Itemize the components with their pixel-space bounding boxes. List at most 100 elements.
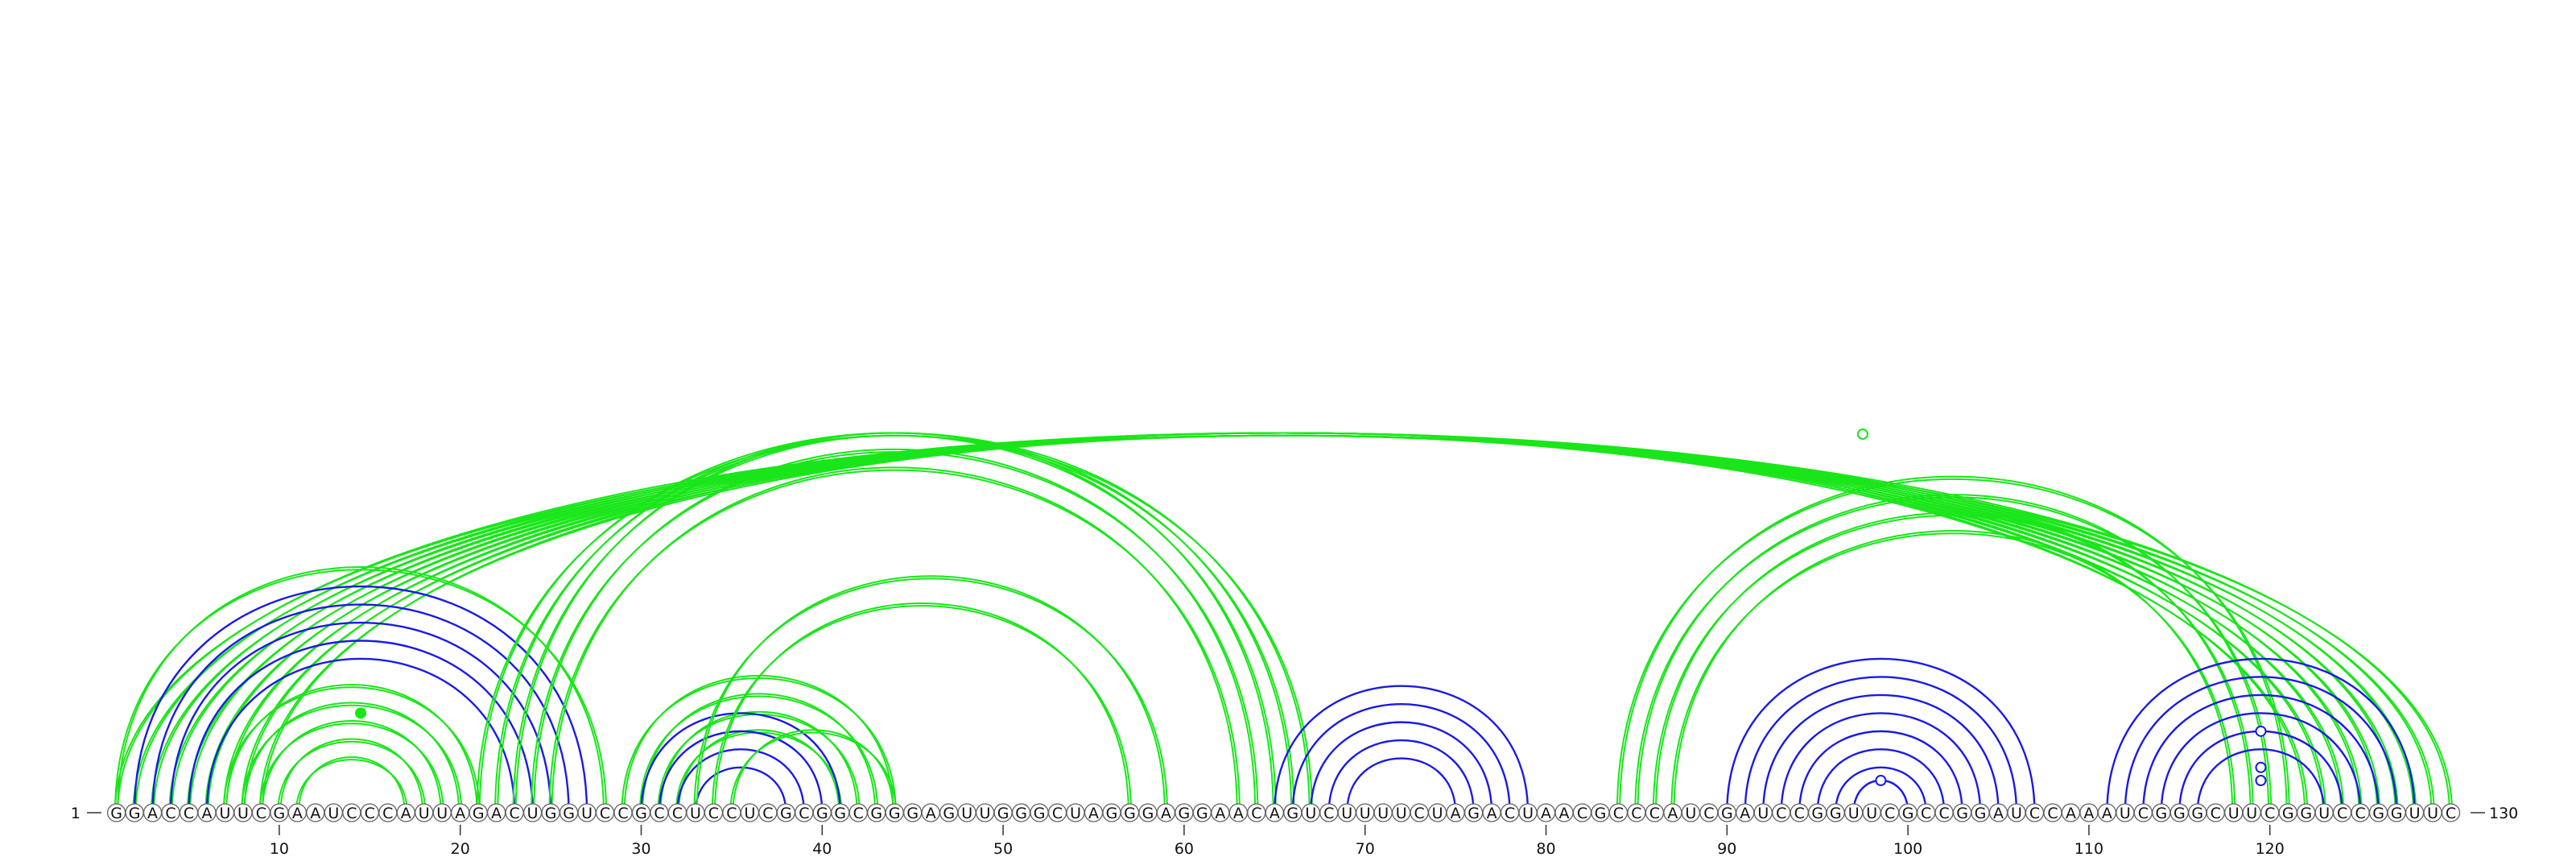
- nucleotide-letter: U: [1866, 805, 1877, 822]
- arc-green-1-28-b: [117, 565, 605, 814]
- nucleotide-letter: C: [1649, 805, 1660, 822]
- nucleotide: C: [2133, 803, 2153, 822]
- nucleotide-letter: C: [346, 805, 357, 822]
- tick-label: 90: [1717, 840, 1736, 857]
- nucleotide: U: [1681, 803, 1701, 822]
- nucleotide: U: [2007, 803, 2026, 822]
- nucleotide: C: [2332, 803, 2352, 822]
- nucleotide-letter: A: [1667, 805, 1678, 822]
- arc-green-11-17-b: [298, 756, 406, 814]
- nucleotide-letter: G: [1286, 805, 1298, 822]
- nucleotide: U: [1862, 803, 1881, 822]
- nucleotide: G: [831, 803, 850, 822]
- arc-green-7-21-b: [225, 684, 478, 814]
- nucleotide-letter: C: [256, 805, 266, 822]
- nucleotide-circle: [2441, 803, 2461, 822]
- nucleotide: A: [1211, 803, 1230, 822]
- nucleotide: U: [2314, 803, 2334, 822]
- nucleotide-letter: G: [1142, 805, 1154, 822]
- arc-blue-5-24: [188, 640, 534, 814]
- nucleotide-letter: C: [382, 805, 393, 822]
- nucleotide-letter: U: [2228, 805, 2240, 822]
- arc-green-35-44-a: [729, 731, 897, 814]
- nucleotide-letter: U: [1432, 805, 1443, 822]
- nucleotide-letter: G: [1956, 805, 1968, 822]
- nucleotide: C: [2260, 803, 2280, 822]
- arc-green-10-18-b: [279, 738, 424, 814]
- nucleotide-letter: U: [1305, 805, 1316, 822]
- nucleotide: G: [2387, 803, 2406, 822]
- tick-label: 60: [1174, 840, 1194, 857]
- nucleotide-letter: C: [2337, 805, 2347, 822]
- nucleotide: G: [469, 803, 488, 822]
- nucleotide: C: [667, 803, 687, 822]
- arc-blue-32-39: [676, 748, 806, 814]
- tick-label: 30: [631, 840, 650, 857]
- nucleotide: C: [161, 803, 180, 822]
- nucleotide-letter: G: [635, 805, 647, 822]
- arc-blue-116-123: [2196, 748, 2326, 814]
- nucleotide: C: [1247, 803, 1266, 822]
- arc-green-21-67-b: [478, 432, 1311, 814]
- arc-green-8-20-b: [243, 702, 460, 814]
- nucleotide-letter: U: [2246, 805, 2257, 822]
- nucleotide: C: [2441, 803, 2461, 822]
- nucleotide-letter: A: [1993, 805, 2004, 822]
- nucleotide-letter: G: [2282, 805, 2294, 822]
- nucleotide-letter: U: [1522, 805, 1534, 822]
- markers-layer: [355, 428, 2267, 786]
- nucleotide-letter: G: [906, 805, 919, 822]
- arc-green-33-59-b: [696, 575, 1166, 814]
- nucleotide-letter: A: [1559, 805, 1570, 822]
- arc-blue-65-79: [1274, 685, 1530, 814]
- nucleotide-letter: C: [2138, 805, 2149, 822]
- nucleotide: C: [1319, 803, 1339, 822]
- nucleotide: G: [1463, 803, 1484, 822]
- nucleotide-letter: U: [1070, 805, 1081, 822]
- nucleotide-letter: U: [2120, 805, 2131, 822]
- tick-label: 20: [451, 840, 470, 857]
- nucleotide: U: [1518, 803, 1538, 822]
- nucleotide-letter: C: [1052, 805, 1063, 822]
- arc-green-3-128-b: [153, 432, 2414, 814]
- arc-green-31-42-b: [659, 710, 858, 814]
- nucleotide: G: [867, 803, 886, 822]
- nucleotide: U: [1844, 803, 1864, 822]
- nucleotide: A: [1156, 803, 1176, 822]
- nucleotide: C: [1699, 803, 1719, 822]
- nucleotide: U: [432, 803, 452, 822]
- marker-118-121: [2255, 775, 2267, 786]
- nucleotide: G: [939, 803, 959, 822]
- nucleotide-letter: C: [2029, 805, 2040, 822]
- nucleotide: U: [1427, 803, 1447, 822]
- nucleotide: G: [2278, 803, 2297, 822]
- arc-green-9-19-b: [262, 720, 442, 814]
- arc-green-84-121-b: [1619, 475, 2288, 814]
- arc-green-11-17-a: [295, 759, 408, 814]
- nucleotide-letter: G: [816, 805, 828, 822]
- nucleotide-letter: A: [1161, 805, 1171, 822]
- nucleotide-letter: A: [1215, 805, 1225, 822]
- tick-label: 10: [270, 840, 289, 857]
- nucleotide-letter: U: [1341, 805, 1352, 822]
- nucleotide: U: [975, 803, 995, 822]
- arc-green-86-119-b: [1655, 511, 2252, 814]
- nucleotide: G: [631, 803, 651, 822]
- arc-blue-69-75: [1346, 757, 1457, 814]
- nucleotide: G: [1120, 803, 1140, 822]
- nucleotide-letter: C: [617, 805, 628, 822]
- nucleotide: U: [233, 803, 253, 822]
- arc-blue-114-125: [2160, 712, 2362, 814]
- nucleotide: C: [1608, 803, 1629, 822]
- arc-green-1-28-a: [114, 569, 608, 814]
- nucleotide: A: [487, 803, 506, 822]
- nucleotide-letter: A: [455, 805, 465, 822]
- nucleotide: G: [1591, 803, 1610, 822]
- arc-green-21-67-a: [476, 434, 1313, 814]
- nucleotide-letter: C: [1921, 805, 1931, 822]
- nucleotide-letter: G: [274, 805, 286, 822]
- nucleotide: C: [1934, 803, 1954, 822]
- nucleotide: G: [993, 803, 1013, 822]
- nucleotide: G: [1717, 803, 1736, 822]
- nucleotide: U: [1392, 803, 1411, 822]
